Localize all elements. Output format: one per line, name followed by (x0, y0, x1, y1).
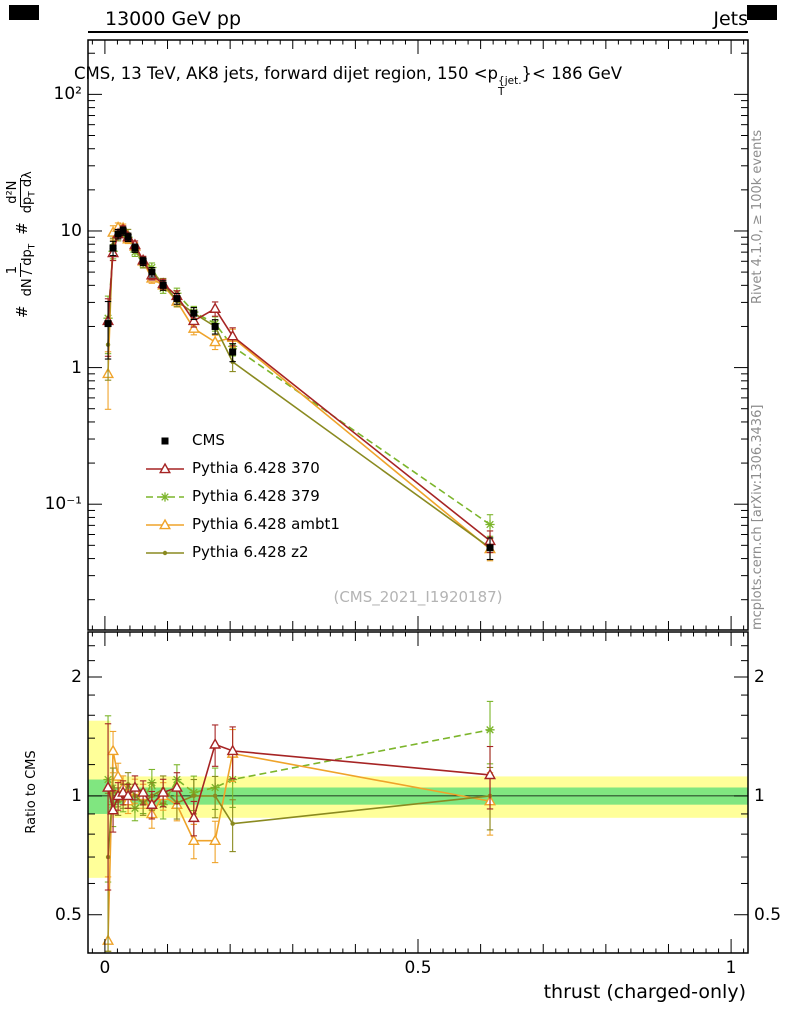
tick-label: 1 (754, 785, 765, 806)
analysis-group-label: Jets (713, 8, 748, 30)
beam-energy-label: 13000 GeV pp (105, 8, 242, 30)
y-label-fraction-1: 1 dN / dpT (5, 243, 39, 297)
marker-square (211, 322, 219, 330)
marker-dot (191, 793, 197, 799)
tick-label: 0 (99, 958, 111, 978)
y-label-part: d²N (5, 177, 22, 207)
y-label-part: dp (20, 196, 36, 214)
marker-open-triangle (209, 302, 222, 313)
legend-label-pythia-z2: Pythia 6.428 z2 (192, 543, 309, 561)
marker-star (160, 492, 170, 502)
tick-label: 0.5 (754, 904, 782, 925)
marker-open-triangle (187, 834, 200, 845)
marker-square (109, 244, 117, 252)
tick-label: 0.5 (404, 958, 432, 978)
marker-open-triangle (159, 518, 171, 530)
tick-label: 10⁻¹ (44, 494, 82, 515)
marker-open-triangle (122, 789, 135, 801)
marker-square (173, 295, 181, 303)
y-label-part: 1 (5, 262, 22, 278)
legend-label-pythia-379: Pythia 6.428 379 (192, 487, 320, 505)
marker-open-triangle (226, 329, 239, 341)
series-line (107, 231, 491, 526)
tick-label: 10 (60, 220, 82, 241)
marker-open-triangle (137, 786, 150, 797)
marker-open-triangle (117, 786, 130, 797)
tick-label: 0.5 (54, 904, 82, 925)
legend-label-cms: CMS (192, 431, 225, 449)
marker-open-triangle (209, 335, 222, 347)
tick-label: 1 (71, 357, 82, 378)
marker-square (486, 544, 494, 552)
tick-label: 2 (754, 666, 765, 687)
legend-label-pythia-370: Pythia 6.428 370 (192, 459, 320, 477)
y-label-hash: # (13, 305, 32, 318)
marker-open-triangle (102, 781, 115, 792)
y-label-subscript: T (27, 243, 38, 250)
marker-square (190, 309, 198, 317)
mcplots-credit: mcplots.cern.ch [arXiv:1306.3436] (750, 404, 765, 630)
marker-open-triangle (226, 744, 239, 756)
marker-open-triangle (159, 462, 171, 474)
pt-superscript: {jet. (498, 75, 522, 87)
marker-square (124, 233, 132, 241)
marker-square (229, 348, 237, 356)
marker-square (114, 230, 122, 238)
marker-open-triangle (484, 768, 497, 780)
marker-open-triangle (107, 803, 120, 815)
ratio-series-line (107, 729, 491, 810)
marker-open-triangle (187, 314, 200, 326)
rivet-version-credit: Rivet 4.1.0, ≥ 100k events (750, 129, 765, 304)
header-rule (88, 31, 748, 33)
marker-square (139, 257, 147, 265)
analysis-id-watermark: (CMS_2021_I1920187) (333, 588, 503, 606)
marker-open-triangle (187, 811, 200, 823)
tick-label: 1 (71, 785, 82, 806)
x-axis-label: thrust (charged-only) (543, 981, 746, 1003)
marker-open-triangle (187, 322, 200, 333)
tick-label: 2 (71, 666, 82, 687)
legend-label-pythia-ambt1: Pythia 6.428 ambt1 (192, 515, 340, 533)
marker-open-triangle (107, 744, 120, 756)
marker-square (119, 227, 127, 235)
plot-title: CMS, 13 TeV, AK8 jets, forward dijet reg… (74, 64, 622, 98)
marker-open-triangle (170, 781, 183, 792)
y-label-part: dN / dp (20, 249, 36, 297)
marker-open-triangle (128, 781, 141, 792)
marker-square (131, 244, 139, 252)
ratio-panel (88, 700, 748, 952)
marker-open-triangle (209, 834, 222, 845)
marker-star (485, 519, 495, 530)
marker-square (148, 268, 156, 276)
corner-marker-right (747, 5, 777, 20)
y-label-subscript: T (27, 191, 38, 197)
pt-subscript: T (498, 86, 505, 99)
marker-square (161, 437, 169, 445)
y-label-part: dpT dλ (20, 171, 38, 214)
y-label-part: dλ (20, 171, 36, 192)
main-y-axis-label: # 1 dN / dpT # d²N dpT dλ (5, 38, 39, 318)
plot-title-text-end: }< 186 GeV (521, 64, 623, 83)
marker-dot (212, 793, 218, 799)
marker-square (104, 320, 112, 328)
marker-dot (230, 821, 235, 826)
y-label-part: dN / dpT (20, 243, 38, 297)
y-label-fraction-2: d²N dpT dλ (5, 171, 39, 214)
marker-dot (162, 550, 168, 556)
marker-square (159, 281, 167, 289)
main-panel (102, 221, 497, 562)
ratio-panel-frame (87, 631, 749, 954)
plot-title-text: CMS, 13 TeV, AK8 jets, forward dijet reg… (74, 64, 499, 83)
tick-label: 10² (53, 84, 82, 105)
marker-open-triangle (145, 798, 158, 809)
marker-open-triangle (157, 786, 170, 797)
corner-marker-left (9, 5, 39, 20)
main-panel-frame (87, 39, 749, 631)
marker-open-triangle (209, 737, 222, 749)
pt-jet-supsub: {jet. T (498, 75, 522, 99)
tick-label: 1 (725, 958, 737, 978)
marker-star (485, 725, 495, 735)
